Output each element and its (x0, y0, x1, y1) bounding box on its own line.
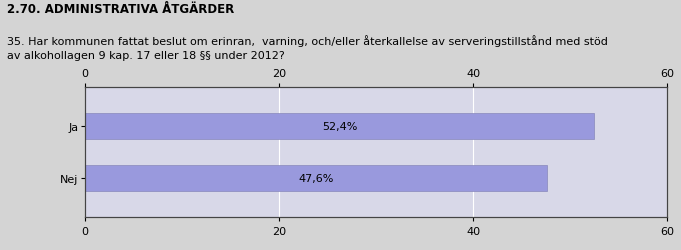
Text: 2.70. ADMINISTRATIVA ÅTGÄRDER: 2.70. ADMINISTRATIVA ÅTGÄRDER (7, 2, 234, 16)
Text: 47,6%: 47,6% (298, 174, 334, 184)
Text: 35. Har kommunen fattat beslut om erinran,  varning, och/eller återkallelse av s: 35. Har kommunen fattat beslut om erinra… (7, 35, 607, 61)
Bar (85, 114, 594, 140)
Bar (85, 166, 547, 192)
Text: 52,4%: 52,4% (321, 122, 357, 132)
